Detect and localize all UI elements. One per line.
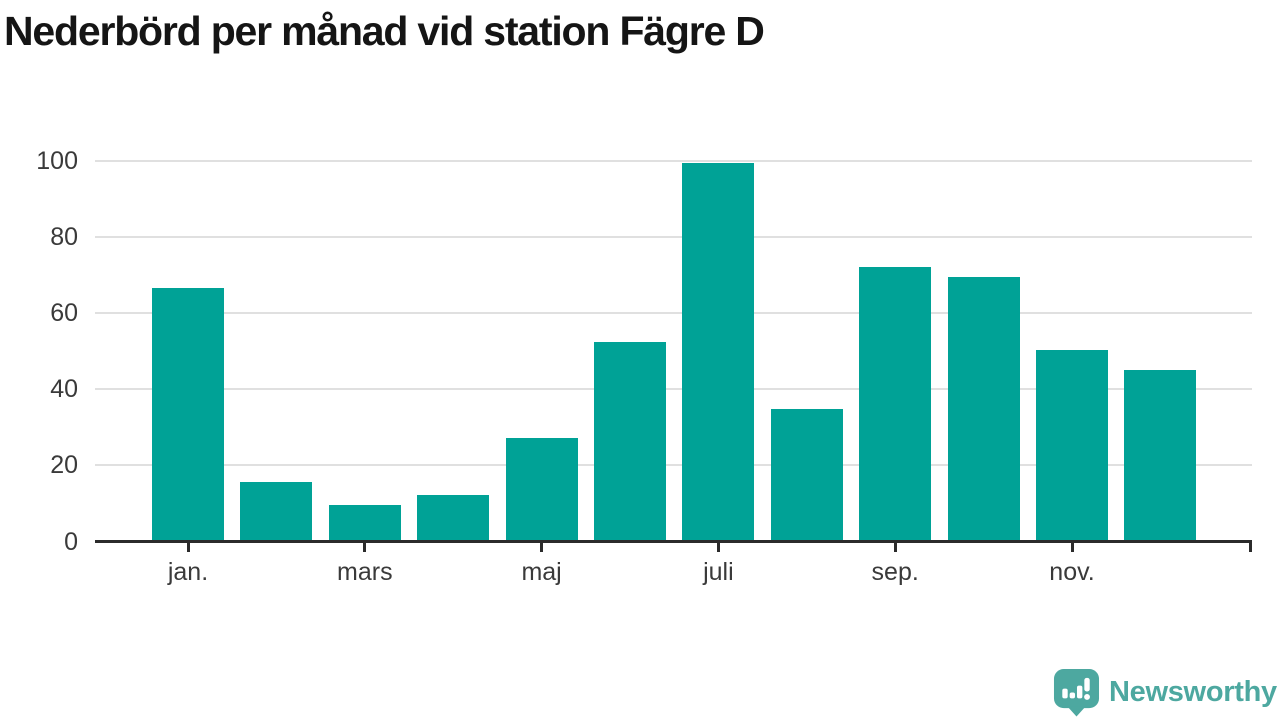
bar-jan: [152, 288, 224, 542]
bar-apr: [417, 495, 490, 542]
y-axis-tick-label: 20: [50, 451, 78, 480]
bar-nov: [1036, 350, 1108, 542]
logo-exclamation-bar: [1084, 677, 1090, 692]
y-gridline-20: [95, 464, 1252, 467]
bar-maj: [505, 438, 578, 542]
x-axis-tick-label: nov.: [1049, 558, 1095, 586]
y-gridline-80: [95, 235, 1252, 238]
bar-dec: [1124, 370, 1197, 542]
logo-exclamation-dot: [1084, 693, 1090, 700]
y-axis-tick-label: 0: [64, 527, 78, 556]
bar-okt: [947, 276, 1020, 542]
y-gridline-60: [95, 311, 1252, 314]
bar-mars: [328, 504, 401, 542]
x-axis-line: [95, 540, 1252, 543]
bar-juni: [594, 341, 666, 542]
y-axis-tick-label: 40: [50, 375, 78, 404]
x-axis-tick: [186, 543, 190, 552]
x-axis-tick-label: jan.: [167, 558, 209, 586]
x-axis-tick: [1070, 543, 1074, 552]
logo-bar-3: [1076, 685, 1083, 699]
y-gridline-40: [95, 388, 1252, 391]
bar-feb: [240, 482, 313, 542]
bar-aug: [770, 408, 843, 542]
bar-sep: [859, 266, 932, 542]
logo-bar-1: [1062, 688, 1068, 699]
x-axis-tick: [893, 543, 897, 552]
newsworthy-logo-text: Newsworthy: [1109, 676, 1277, 708]
newsworthy-logo-icon: [1053, 669, 1100, 717]
newsworthy-logo: Newsworthy: [1053, 668, 1277, 717]
x-axis-tick: [540, 543, 544, 552]
x-axis-tick: [1249, 543, 1252, 552]
y-axis-tick-label: 100: [36, 146, 78, 175]
x-axis-tick-label: maj: [521, 558, 562, 586]
x-axis-tick: [363, 543, 367, 552]
chart-title: Nederbörd per månad vid station Fägre D: [4, 8, 765, 54]
x-axis-tick-label: juli: [703, 558, 734, 586]
y-axis-tick-label: 80: [50, 222, 78, 251]
x-axis-tick-label: sep.: [871, 558, 919, 586]
x-axis-tick-label: mars: [337, 558, 393, 586]
y-axis-tick-label: 60: [50, 298, 78, 327]
bar-juli: [682, 162, 755, 542]
x-axis-tick: [716, 543, 720, 552]
logo-bar-2: [1069, 692, 1076, 699]
y-gridline-100: [95, 159, 1252, 162]
